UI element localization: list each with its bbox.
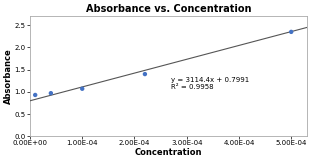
Point xyxy=(33,94,38,96)
X-axis label: Concentration: Concentration xyxy=(135,148,202,157)
Y-axis label: Absorbance: Absorbance xyxy=(4,48,13,104)
Title: Absorbance vs. Concentration: Absorbance vs. Concentration xyxy=(86,4,251,14)
Text: y = 3114.4x + 0.7991
R² = 0.9958: y = 3114.4x + 0.7991 R² = 0.9958 xyxy=(171,77,249,90)
Point xyxy=(80,87,85,90)
Point xyxy=(49,92,54,95)
Point xyxy=(142,73,147,75)
Point xyxy=(289,31,294,33)
